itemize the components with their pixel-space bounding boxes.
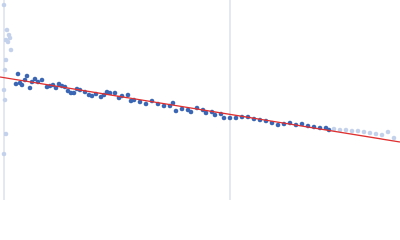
data-point — [125, 92, 131, 98]
data-point — [349, 128, 355, 134]
data-point — [2, 67, 8, 73]
data-point — [5, 39, 11, 45]
data-point — [71, 90, 77, 96]
data-point — [19, 82, 25, 88]
data-point — [89, 93, 95, 99]
data-point — [161, 103, 167, 109]
data-point — [221, 115, 227, 121]
data-point — [385, 129, 391, 135]
fit-line — [0, 76, 400, 143]
data-point — [212, 112, 218, 118]
data-point — [2, 97, 8, 103]
data-point — [7, 35, 13, 41]
data-point — [3, 57, 9, 63]
data-point — [3, 131, 9, 137]
data-point — [379, 132, 385, 138]
data-point — [15, 71, 21, 77]
data-point — [1, 151, 7, 157]
data-point — [8, 47, 14, 53]
data-point — [112, 90, 118, 96]
data-point — [143, 101, 149, 107]
data-point — [27, 85, 33, 91]
data-point — [331, 126, 337, 132]
data-point — [391, 135, 397, 141]
data-point — [13, 81, 19, 87]
data-point — [337, 127, 343, 133]
data-point — [275, 122, 281, 128]
data-point — [203, 110, 209, 116]
data-point — [24, 73, 30, 79]
data-point — [1, 87, 7, 93]
data-point — [188, 109, 194, 115]
chart — [0, 0, 400, 200]
data-point — [343, 127, 349, 133]
data-point — [4, 27, 10, 33]
data-point — [173, 108, 179, 114]
data-point — [373, 131, 379, 137]
data-point — [355, 128, 361, 134]
data-point — [233, 115, 239, 121]
data-point — [361, 129, 367, 135]
data-point — [32, 76, 38, 82]
data-point — [170, 100, 176, 106]
data-point — [299, 121, 305, 127]
data-point — [137, 99, 143, 105]
data-point — [227, 115, 233, 121]
data-point — [39, 77, 45, 83]
data-point — [179, 106, 185, 112]
data-point — [1, 2, 7, 8]
data-point — [367, 130, 373, 136]
